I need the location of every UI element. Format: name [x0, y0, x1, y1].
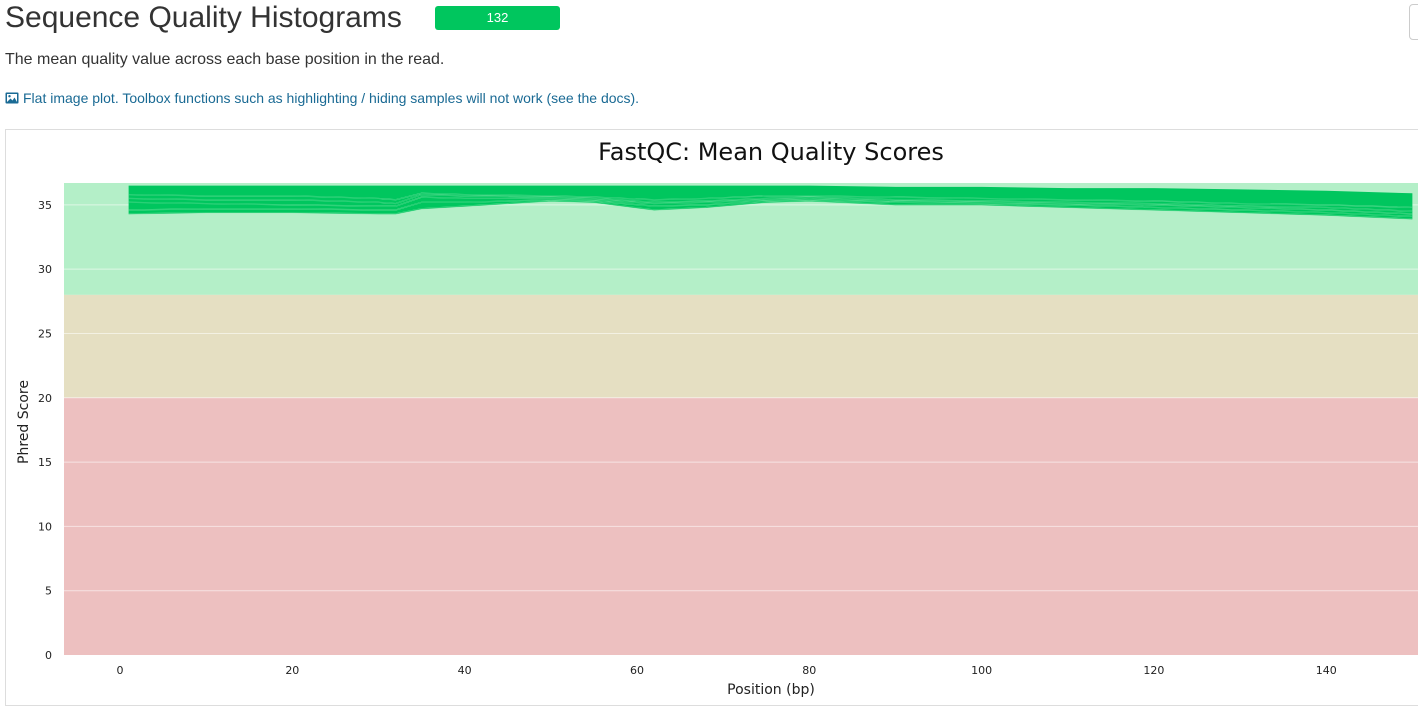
y-tick-label: 5 — [45, 585, 52, 598]
x-tick-label: 20 — [285, 664, 299, 677]
x-tick-label: 80 — [802, 664, 816, 677]
plot-container: 0 5 10 15 20 25 30 35 0 20 40 60 80 100 120 140 FastQC… — [5, 129, 1418, 706]
series-line-core — [128, 196, 1413, 215]
toolbar-edge-button[interactable] — [1409, 4, 1418, 40]
flat-image-notice-text: Flat image plot. Toolbox functions such … — [23, 90, 640, 106]
chart-title: FastQC: Mean Quality Scores — [598, 138, 944, 166]
band-acceptable — [64, 294, 1418, 398]
y-tick-label: 35 — [38, 199, 52, 212]
x-axis-label: Position (bp) — [727, 682, 815, 698]
x-tick-label: 60 — [630, 664, 644, 677]
image-icon — [5, 91, 19, 105]
y-axis-label: Phred Score — [16, 380, 32, 464]
x-tick-labels: 0 20 40 60 80 100 120 140 — [117, 664, 1337, 677]
y-tick-label: 0 — [45, 649, 52, 662]
series-lines — [128, 185, 1413, 220]
quality-bands — [64, 183, 1418, 655]
grid-lines — [64, 204, 1418, 592]
section-title: Sequence Quality Histograms — [5, 1, 402, 34]
series-line-core — [128, 200, 1413, 220]
y-tick-label: 20 — [38, 392, 52, 405]
x-tick-label: 0 — [117, 664, 124, 677]
y-tick-label: 25 — [38, 327, 52, 340]
sample-count-badge[interactable]: 132 — [435, 6, 560, 30]
x-tick-label: 120 — [1143, 664, 1164, 677]
quality-chart: 0 5 10 15 20 25 30 35 0 20 40 60 80 100 120 140 FastQC… — [16, 138, 1418, 698]
y-tick-label: 10 — [38, 520, 52, 533]
series-line-core — [128, 194, 1413, 212]
series-line-core — [128, 199, 1413, 217]
y-tick-label: 15 — [38, 456, 52, 469]
x-tick-label: 100 — [971, 664, 992, 677]
y-tick-labels: 0 5 10 15 20 25 30 35 — [38, 199, 52, 662]
x-tick-label: 40 — [458, 664, 472, 677]
series-line-core — [128, 192, 1413, 208]
x-tick-label: 140 — [1316, 664, 1337, 677]
section-description: The mean quality value across each base … — [5, 51, 445, 68]
flat-image-notice-link[interactable]: Flat image plot. Toolbox functions such … — [5, 89, 639, 107]
y-tick-label: 30 — [38, 263, 52, 276]
